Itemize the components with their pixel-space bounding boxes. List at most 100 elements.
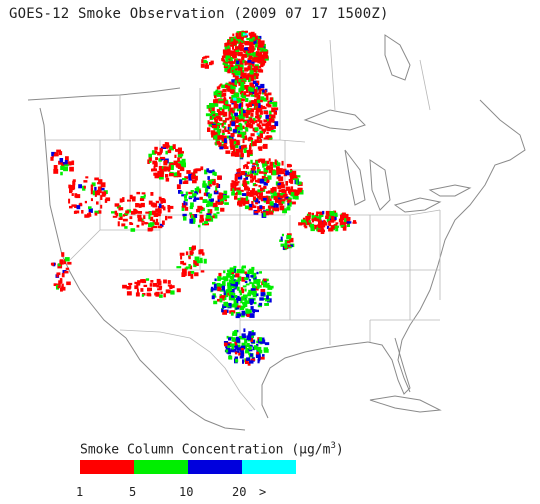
smoke-pixel <box>243 148 247 153</box>
smoke-pixel <box>219 84 223 87</box>
smoke-pixel <box>286 163 291 168</box>
smoke-pixel <box>175 148 179 152</box>
smoke-pixel <box>344 218 347 223</box>
smoke-pixel <box>236 70 241 76</box>
smoke-pixel <box>238 79 243 84</box>
smoke-pixel <box>165 144 169 149</box>
smoke-pixel <box>244 271 247 274</box>
smoke-pixel <box>269 161 273 167</box>
smoke-pixel <box>155 222 159 226</box>
smoke-pixel <box>137 211 142 214</box>
smoke-pixel <box>149 158 152 162</box>
smoke-pixel <box>233 281 239 287</box>
smoke-pixel <box>82 185 86 191</box>
smoke-pixel <box>297 187 302 193</box>
smoke-pixel <box>59 158 64 163</box>
smoke-pixel <box>273 107 279 111</box>
smoke-pixel <box>266 131 269 134</box>
smoke-pixel <box>232 108 236 111</box>
smoke-pixel <box>228 355 233 360</box>
smoke-pixel <box>271 204 276 209</box>
smoke-pixel <box>209 103 214 108</box>
smoke-pixel <box>170 165 174 170</box>
smoke-pixel <box>234 112 238 117</box>
smoke-pixel <box>240 153 244 158</box>
smoke-pixel <box>249 38 254 42</box>
smoke-pixel <box>157 225 163 229</box>
smoke-pixel <box>207 209 213 214</box>
smoke-pixel <box>267 282 270 285</box>
smoke-pixel <box>266 135 272 139</box>
smoke-pixel <box>161 205 165 209</box>
smoke-pixel <box>68 198 71 204</box>
smoke-pixel <box>246 74 250 77</box>
smoke-pixel <box>242 359 245 364</box>
smoke-pixel <box>190 202 194 208</box>
smoke-pixel <box>90 187 94 191</box>
smoke-pixel <box>191 172 196 176</box>
smoke-pixel <box>265 285 271 288</box>
smoke-pixel <box>331 216 335 221</box>
smoke-pixel <box>320 211 324 216</box>
smoke-pixel <box>236 359 239 362</box>
smoke-pixel <box>238 114 241 120</box>
smoke-pixel <box>273 164 277 168</box>
smoke-pixel <box>232 33 235 37</box>
smoke-pixel <box>101 191 107 196</box>
smoke-pixel <box>246 335 252 341</box>
smoke-pixel <box>255 200 259 205</box>
smoke-pixel <box>255 353 259 358</box>
smoke-pixel <box>71 186 75 191</box>
smoke-pixel <box>236 189 241 192</box>
smoke-pixel <box>235 345 239 350</box>
smoke-pixel <box>194 175 198 181</box>
smoke-pixel <box>229 310 234 314</box>
smoke-pixel <box>183 216 187 221</box>
smoke-pixel <box>126 286 131 290</box>
smoke-pixel <box>254 95 257 98</box>
smoke-pixel <box>141 223 144 226</box>
smoke-pixel <box>248 289 252 295</box>
smoke-pixel <box>264 177 267 182</box>
smoke-pixel <box>239 60 244 65</box>
smoke-pixel <box>128 285 132 289</box>
smoke-pixel <box>177 157 180 162</box>
smoke-pixel <box>239 276 242 281</box>
smoke-pixel <box>158 203 162 208</box>
smoke-pixel <box>308 212 312 215</box>
smoke-pixel <box>122 197 125 202</box>
smoke-pixel <box>185 266 191 269</box>
smoke-pixel <box>57 263 62 267</box>
smoke-pixel <box>236 173 241 177</box>
smoke-pixel <box>250 93 254 96</box>
smoke-pixel <box>183 200 186 206</box>
smoke-pixel <box>224 292 229 298</box>
smoke-pixel <box>188 256 191 260</box>
smoke-pixel <box>234 139 240 145</box>
smoke-pixel <box>173 160 178 166</box>
smoke-pixel <box>141 294 145 297</box>
smoke-pixel <box>150 280 154 283</box>
smoke-pixel <box>180 260 184 265</box>
smoke-pixel <box>341 216 345 221</box>
smoke-pixel <box>167 149 172 154</box>
smoke-pixel <box>235 73 241 78</box>
smoke-pixel <box>129 194 133 200</box>
smoke-pixel <box>227 124 231 129</box>
smoke-pixel <box>258 158 263 162</box>
smoke-pixel <box>221 59 226 62</box>
smoke-pixel <box>256 271 259 275</box>
smoke-pixel <box>205 113 211 117</box>
smoke-pixel <box>233 138 237 142</box>
smoke-pixel <box>209 62 213 66</box>
smoke-pixel <box>100 182 106 188</box>
smoke-pixel <box>163 279 167 284</box>
smoke-pixel <box>256 99 261 104</box>
smoke-pixel <box>132 198 136 202</box>
smoke-pixel <box>309 223 314 228</box>
smoke-pixel <box>240 101 244 107</box>
smoke-pixel <box>227 88 231 92</box>
smoke-pixel <box>221 93 225 97</box>
smoke-pixel <box>190 190 194 193</box>
smoke-pixel <box>234 173 238 179</box>
